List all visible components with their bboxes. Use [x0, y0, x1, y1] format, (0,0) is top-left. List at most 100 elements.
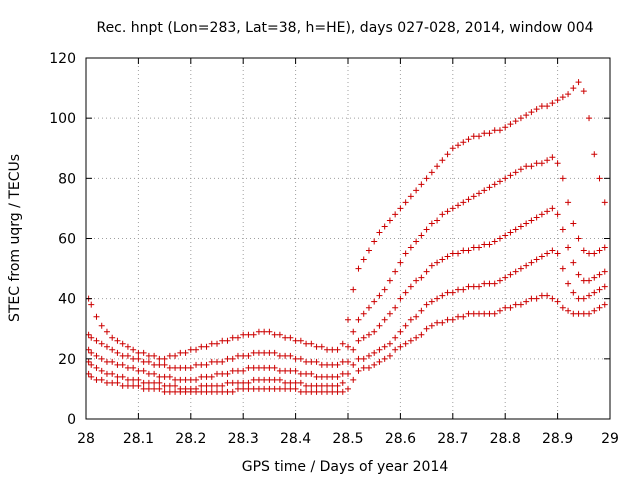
x-tick-label: 28.3 [228, 431, 259, 447]
data-point [586, 250, 593, 257]
data-point [423, 175, 430, 182]
y-tick-label: 40 [58, 292, 76, 308]
data-point [345, 316, 351, 323]
data-point [255, 376, 262, 383]
y-tick-label: 0 [67, 412, 76, 428]
data-point [517, 265, 524, 272]
data-point [413, 313, 420, 320]
data-point [350, 286, 357, 293]
data-point [93, 352, 100, 359]
data-point [365, 247, 372, 254]
data-point [130, 382, 137, 389]
data-point [365, 331, 372, 338]
data-point [329, 382, 336, 389]
data-point [308, 370, 315, 377]
data-point [392, 211, 399, 218]
data-point [114, 379, 121, 386]
data-point [586, 277, 593, 284]
y-axis-label: STEC from uqrg / TECUs [7, 154, 23, 322]
data-point [85, 370, 92, 377]
data-point [308, 382, 315, 389]
data-point [402, 289, 409, 296]
data-point [502, 274, 509, 281]
data-point [350, 376, 357, 383]
data-point [109, 346, 116, 353]
data-point [559, 175, 566, 182]
data-point [229, 355, 236, 362]
data-point [496, 307, 503, 314]
data-point [93, 337, 100, 344]
data-point [365, 304, 372, 311]
data-point [559, 226, 566, 233]
data-point [166, 382, 173, 389]
data-point [392, 268, 399, 275]
data-point [355, 355, 362, 362]
data-point [507, 172, 514, 179]
data-point [538, 253, 545, 260]
data-point [324, 382, 331, 389]
data-point [308, 340, 315, 347]
data-point [486, 241, 493, 248]
data-point [172, 388, 179, 395]
data-point [439, 211, 446, 218]
data-point [103, 370, 110, 377]
data-point [292, 367, 299, 374]
data-point [407, 244, 414, 251]
data-point [491, 280, 498, 287]
data-point [292, 355, 299, 362]
data-point [203, 361, 210, 368]
data-point [601, 199, 608, 206]
y-tick-label: 20 [58, 352, 76, 368]
data-point [565, 244, 572, 251]
data-point [386, 277, 393, 284]
data-point [313, 343, 320, 350]
data-point [271, 349, 278, 356]
data-point [386, 217, 393, 224]
data-point [219, 358, 226, 365]
data-point [523, 112, 530, 119]
data-point [538, 211, 545, 218]
data-point [601, 301, 608, 308]
data-point [282, 385, 289, 392]
data-point [580, 247, 587, 254]
data-point [371, 238, 378, 245]
data-point [214, 358, 220, 365]
data-point [528, 259, 535, 266]
x-tick-label: 28 [77, 431, 95, 447]
data-point [533, 214, 540, 221]
data-point [575, 310, 582, 317]
data-point [119, 373, 126, 380]
data-point [350, 328, 357, 335]
data-point [103, 379, 110, 386]
data-point [219, 382, 226, 389]
data-point [240, 367, 247, 374]
data-point [240, 385, 247, 392]
data-points [85, 79, 608, 395]
data-point [449, 289, 456, 296]
data-point [324, 346, 331, 353]
data-point [339, 340, 346, 347]
data-point [198, 388, 205, 395]
data-point [193, 376, 200, 383]
data-point [187, 376, 194, 383]
data-point [428, 298, 435, 305]
data-point [392, 346, 399, 353]
data-point [360, 364, 367, 371]
data-point [166, 364, 173, 371]
data-point [481, 280, 488, 287]
data-point [224, 355, 231, 362]
data-point [591, 289, 598, 296]
data-point [114, 373, 121, 380]
data-point [172, 376, 179, 383]
data-point [261, 349, 268, 356]
data-point [455, 202, 462, 209]
data-point [423, 301, 430, 308]
data-point [245, 379, 252, 386]
data-point [439, 292, 446, 299]
data-point [517, 301, 524, 308]
data-point [329, 361, 336, 368]
data-point [439, 157, 446, 164]
data-point [119, 340, 126, 347]
data-point [266, 328, 273, 335]
data-point [355, 337, 362, 344]
